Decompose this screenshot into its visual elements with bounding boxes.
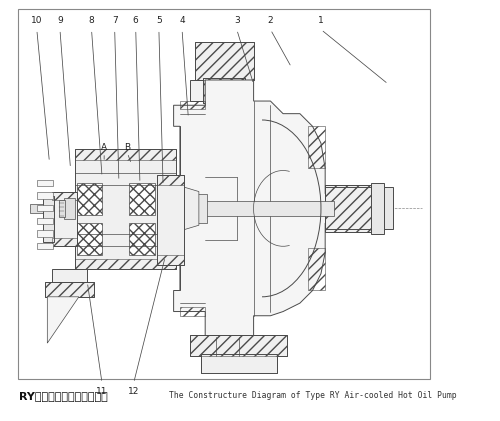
Bar xyxy=(130,223,154,255)
Polygon shape xyxy=(159,181,178,236)
Text: 10: 10 xyxy=(31,16,42,25)
Bar xyxy=(325,187,386,229)
Bar xyxy=(174,194,208,223)
Polygon shape xyxy=(174,80,342,337)
Bar xyxy=(372,183,384,234)
Bar xyxy=(30,204,52,213)
Text: 6: 6 xyxy=(133,16,138,25)
Polygon shape xyxy=(45,282,94,297)
Bar xyxy=(52,192,77,246)
Bar xyxy=(157,175,184,185)
Bar xyxy=(157,175,184,265)
Bar xyxy=(194,42,254,80)
Bar xyxy=(64,198,74,219)
Bar xyxy=(98,198,132,219)
Bar xyxy=(130,183,154,215)
Bar xyxy=(203,78,245,103)
Text: 5: 5 xyxy=(156,16,162,25)
Text: RY型风冷式热油泵结构简图: RY型风冷式热油泵结构简图 xyxy=(18,391,108,401)
Bar xyxy=(37,180,53,186)
Bar xyxy=(325,185,372,232)
Polygon shape xyxy=(48,297,79,343)
Bar xyxy=(18,9,430,379)
Bar xyxy=(194,42,254,80)
Bar xyxy=(157,255,184,265)
Text: 11: 11 xyxy=(96,387,108,396)
Bar xyxy=(190,335,288,356)
Polygon shape xyxy=(178,185,199,232)
Bar xyxy=(48,201,334,216)
Text: The Constructure Diagram of Type RY Air-cooled Hot Oil Pump: The Constructure Diagram of Type RY Air-… xyxy=(170,391,457,400)
Bar xyxy=(37,192,53,199)
Bar xyxy=(37,205,53,211)
Bar xyxy=(74,149,176,269)
Bar xyxy=(52,192,77,200)
Text: 12: 12 xyxy=(128,387,140,396)
Bar xyxy=(203,78,245,103)
Bar xyxy=(77,183,102,215)
Bar xyxy=(37,230,53,237)
Text: 3: 3 xyxy=(234,16,239,25)
Bar xyxy=(140,196,182,221)
Text: B: B xyxy=(124,143,130,152)
Text: 1: 1 xyxy=(318,16,324,25)
Bar xyxy=(45,282,94,297)
Text: 8: 8 xyxy=(88,16,94,25)
Bar xyxy=(43,196,54,242)
Bar xyxy=(77,223,102,255)
Bar xyxy=(74,149,176,160)
Bar xyxy=(201,354,277,373)
Polygon shape xyxy=(190,67,250,118)
Bar xyxy=(59,200,66,217)
Polygon shape xyxy=(52,269,88,282)
Bar xyxy=(190,335,288,356)
Bar xyxy=(52,238,77,246)
Bar xyxy=(325,185,372,232)
Text: A: A xyxy=(101,143,107,152)
Bar xyxy=(37,243,53,249)
Text: 2: 2 xyxy=(268,16,274,25)
Bar xyxy=(384,187,392,229)
Text: 7: 7 xyxy=(112,16,117,25)
Text: 4: 4 xyxy=(179,16,185,25)
Bar xyxy=(74,259,176,269)
Text: 9: 9 xyxy=(57,16,63,25)
Bar xyxy=(37,218,53,224)
